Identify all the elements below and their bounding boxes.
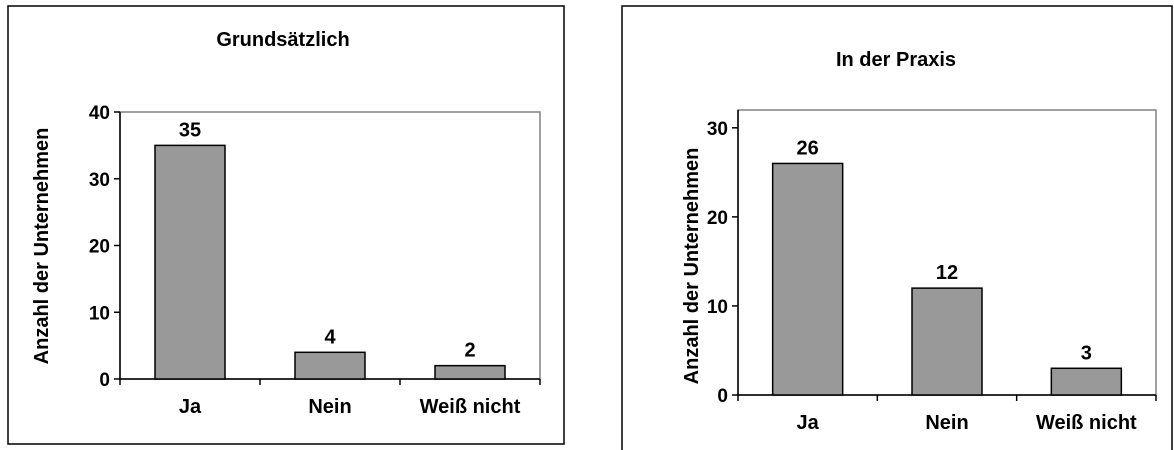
data-label: 4 xyxy=(324,326,336,348)
chart-in-der-praxis: In der Praxis Anzahl der Unternehmen 0 10… xyxy=(621,5,1173,450)
x-category-label: Nein xyxy=(308,396,351,418)
bar-wei-nicht xyxy=(1050,367,1123,396)
bar-ja xyxy=(154,144,226,380)
chart-grundsaetzlich: Grundsätzlich Anzahl der Unternehmen 0 10… xyxy=(7,5,565,445)
data-label: 2 xyxy=(464,340,475,362)
y-tick-label: 40 xyxy=(89,103,110,124)
bar-marks: 0 10 20 30 26 Ja 12 Nein 3 Weiß nicht xyxy=(707,110,1157,434)
chart-title: Grundsätzlich xyxy=(216,29,349,51)
y-tick-label: 10 xyxy=(89,303,110,324)
bar-wei-nicht xyxy=(434,364,506,380)
y-tick-label: 10 xyxy=(707,297,728,318)
data-label: 35 xyxy=(179,119,201,141)
x-category-label: Weiß nicht xyxy=(420,396,521,418)
bar-marks: 0 10 20 30 40 35 Ja 4 Nein 2 Weiß nicht xyxy=(89,103,541,418)
y-tick-label: 0 xyxy=(717,386,728,407)
y-tick-label: 20 xyxy=(89,237,110,258)
data-label: 12 xyxy=(936,262,958,284)
y-tick-label: 30 xyxy=(89,170,110,191)
y-tick-label: 30 xyxy=(707,119,728,140)
data-label: 3 xyxy=(1081,342,1092,364)
x-category-label: Nein xyxy=(925,412,968,434)
x-category-label: Ja xyxy=(797,412,820,434)
x-category-label: Weiß nicht xyxy=(1036,412,1137,434)
y-tick-label: 20 xyxy=(707,208,728,229)
y-axis-label: Anzahl der Unternehmen xyxy=(681,148,703,385)
bar-nein xyxy=(294,351,366,380)
x-category-label: Ja xyxy=(179,396,202,418)
y-tick-label: 0 xyxy=(99,370,110,391)
bar-ja xyxy=(771,162,844,396)
data-label: 26 xyxy=(797,137,819,159)
bar-nein xyxy=(911,287,983,396)
chart-title: In der Praxis xyxy=(836,49,956,71)
y-axis-label: Anzahl der Unternehmen xyxy=(31,128,53,365)
